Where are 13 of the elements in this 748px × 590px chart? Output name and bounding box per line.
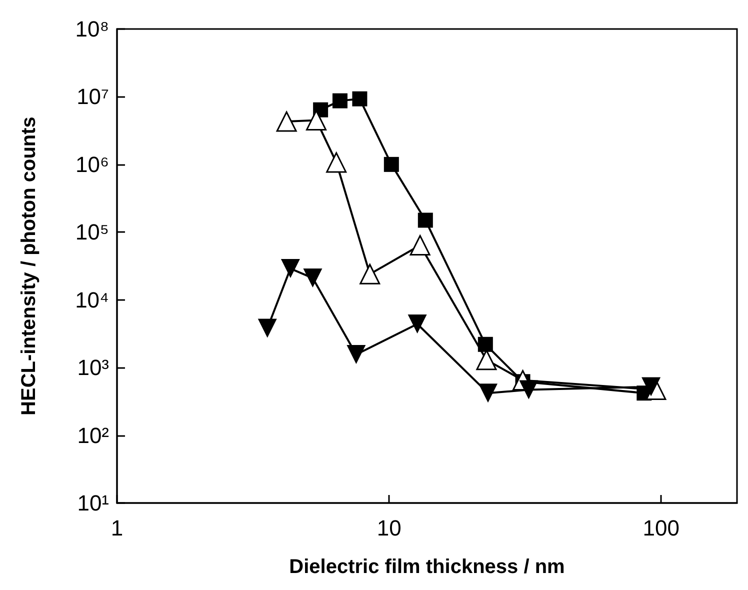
x-tick-label: 1 xyxy=(110,516,124,540)
y-tick-label: 10³ xyxy=(77,355,109,380)
y-tick-label: 10⁸ xyxy=(75,16,109,42)
y-axis-title: HECL-intensity / photon counts xyxy=(18,116,40,416)
y-tick-label: 10¹ xyxy=(77,490,109,516)
x-tick-label: 10 xyxy=(376,516,402,540)
y-tick-label: 10⁶ xyxy=(75,152,109,177)
y-tick-label: 10⁷ xyxy=(76,84,110,110)
x-axis-title: Dielectric film thickness / nm xyxy=(289,556,565,578)
y-tick-label: 10² xyxy=(77,422,109,448)
y-tick-label: 10⁴ xyxy=(75,287,109,312)
y-tick-label: 10⁵ xyxy=(75,220,109,245)
x-tick-label: 100 xyxy=(642,516,680,540)
